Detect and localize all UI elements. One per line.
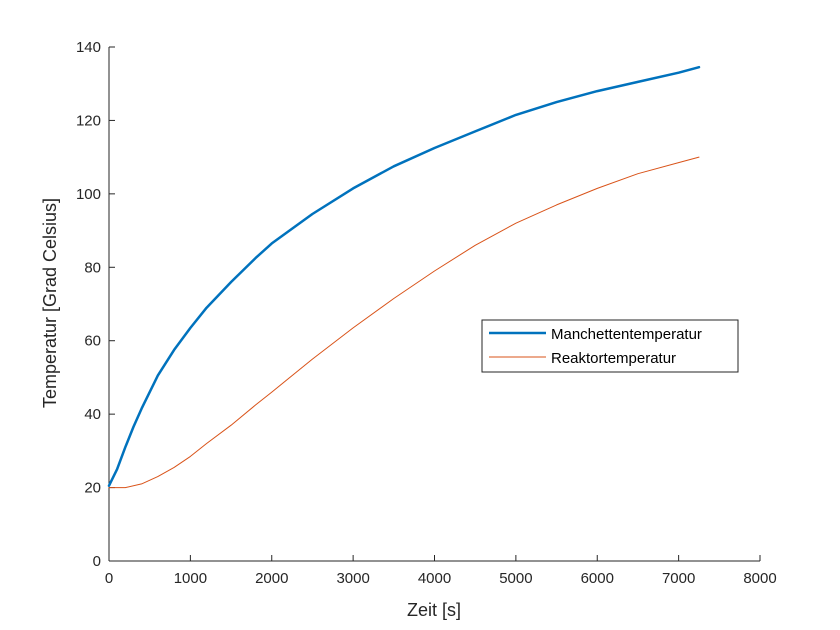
y-tick-label: 60 xyxy=(84,333,101,350)
x-tick-label: 0 xyxy=(105,570,113,587)
legend: Manchettentemperatur Reaktortemperatur xyxy=(481,319,739,373)
y-tick-label: 100 xyxy=(76,186,101,203)
x-axis-title: Zeit [s] xyxy=(407,600,461,620)
x-tick-label: 1000 xyxy=(174,570,207,587)
legend-label-manchettentemperatur: Manchettentemperatur xyxy=(551,326,702,343)
y-tick-label: 120 xyxy=(76,112,101,129)
x-tick-label: 8000 xyxy=(743,570,776,587)
x-tick-label: 7000 xyxy=(662,570,695,587)
series-line-reaktortemperatur xyxy=(108,156,700,489)
x-tick-label: 6000 xyxy=(581,570,614,587)
legend-box xyxy=(481,319,739,373)
x-tick-label: 3000 xyxy=(336,570,369,587)
y-tick-label: 40 xyxy=(84,406,101,423)
x-tick-label: 4000 xyxy=(418,570,451,587)
y-axis-title: Temperatur [Grad Celsius] xyxy=(40,198,60,408)
y-tick-label: 20 xyxy=(84,480,101,497)
y-tick-label: 140 xyxy=(76,39,101,56)
series-line-manchettentemperatur xyxy=(107,65,701,487)
axes xyxy=(108,47,760,562)
y-tick-label: 0 xyxy=(93,553,101,570)
legend-label-reaktortemperatur: Reaktortemperatur xyxy=(551,350,676,367)
x-tick-label: 5000 xyxy=(499,570,532,587)
x-tick-label: 2000 xyxy=(255,570,288,587)
series-layer xyxy=(107,65,701,489)
y-tick-label: 80 xyxy=(84,259,101,276)
ticks: 0 1000 2000 3000 4000 5000 6000 7000 8000 0 20 40 60… xyxy=(76,39,777,587)
